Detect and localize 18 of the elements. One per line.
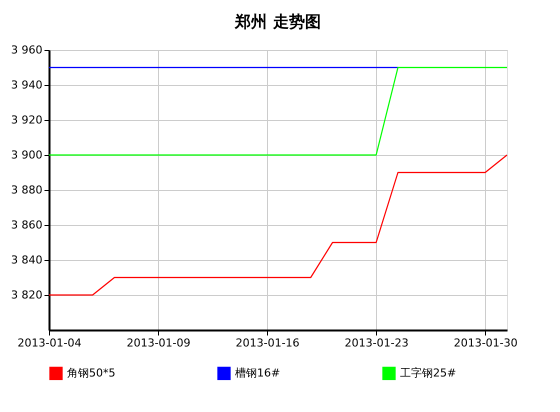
y-tick-label: 3 920 (11, 114, 42, 126)
y-tick-label: 3 960 (11, 44, 42, 56)
line-series (48, 154, 508, 296)
x-tick-label: 2013-01-16 (236, 336, 300, 350)
y-tick-label: 3 940 (11, 78, 42, 92)
legend-label: 工字钢25# (400, 366, 456, 380)
chart-title: 郑州 走势图 (234, 12, 321, 31)
x-tick-label: 2013-01-23 (344, 336, 409, 350)
legend-label: 槽钢16# (235, 366, 280, 380)
y-tick-label: 3 840 (11, 254, 42, 266)
y-tick-label: 3 880 (11, 184, 42, 196)
y-tick-label: 3 820 (11, 288, 42, 302)
x-tick-label: 2013-01-30 (454, 336, 518, 350)
y-tick-label: 3 860 (11, 218, 42, 232)
x-tick-label: 2013-01-04 (18, 336, 82, 350)
legend-label: 角钢50*5 (67, 366, 116, 380)
y-tick-label: 3 900 (11, 148, 42, 162)
x-tick-label: 2013-01-09 (126, 336, 191, 350)
